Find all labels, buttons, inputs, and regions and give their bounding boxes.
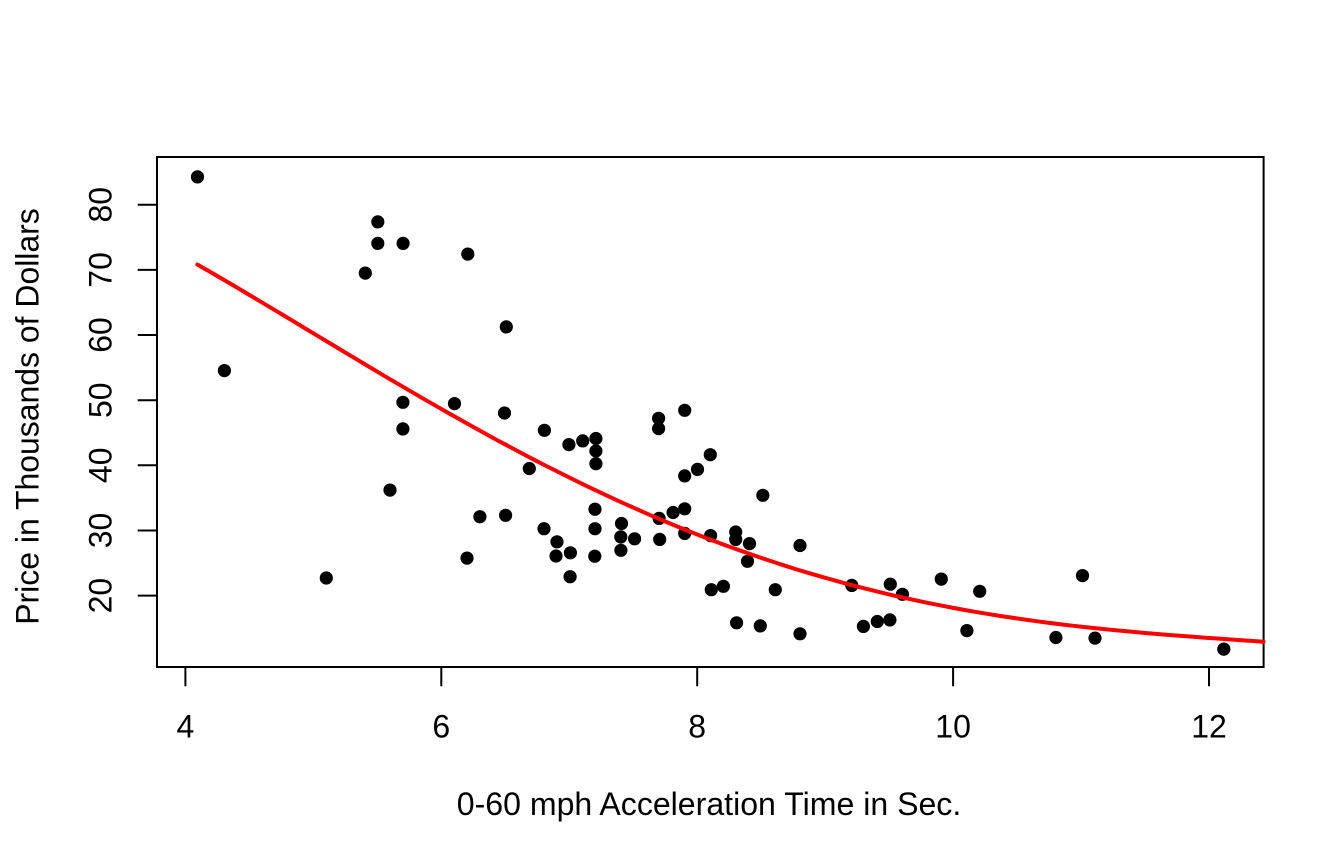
svg-text:8: 8 [688, 709, 706, 745]
svg-text:0-60 mph Acceleration Time in: 0-60 mph Acceleration Time in Sec. [457, 786, 962, 822]
svg-text:50: 50 [83, 382, 119, 418]
svg-text:60: 60 [83, 317, 119, 353]
svg-text:40: 40 [83, 448, 119, 484]
svg-text:30: 30 [83, 513, 119, 549]
svg-text:80: 80 [83, 187, 119, 223]
svg-text:20: 20 [83, 578, 119, 614]
svg-text:Price in Thousands of Dollars: Price in Thousands of Dollars [10, 208, 46, 625]
svg-text:10: 10 [935, 709, 971, 745]
svg-text:6: 6 [432, 709, 450, 745]
svg-text:4: 4 [177, 709, 195, 745]
svg-text:70: 70 [83, 252, 119, 288]
svg-text:12: 12 [1191, 709, 1227, 745]
